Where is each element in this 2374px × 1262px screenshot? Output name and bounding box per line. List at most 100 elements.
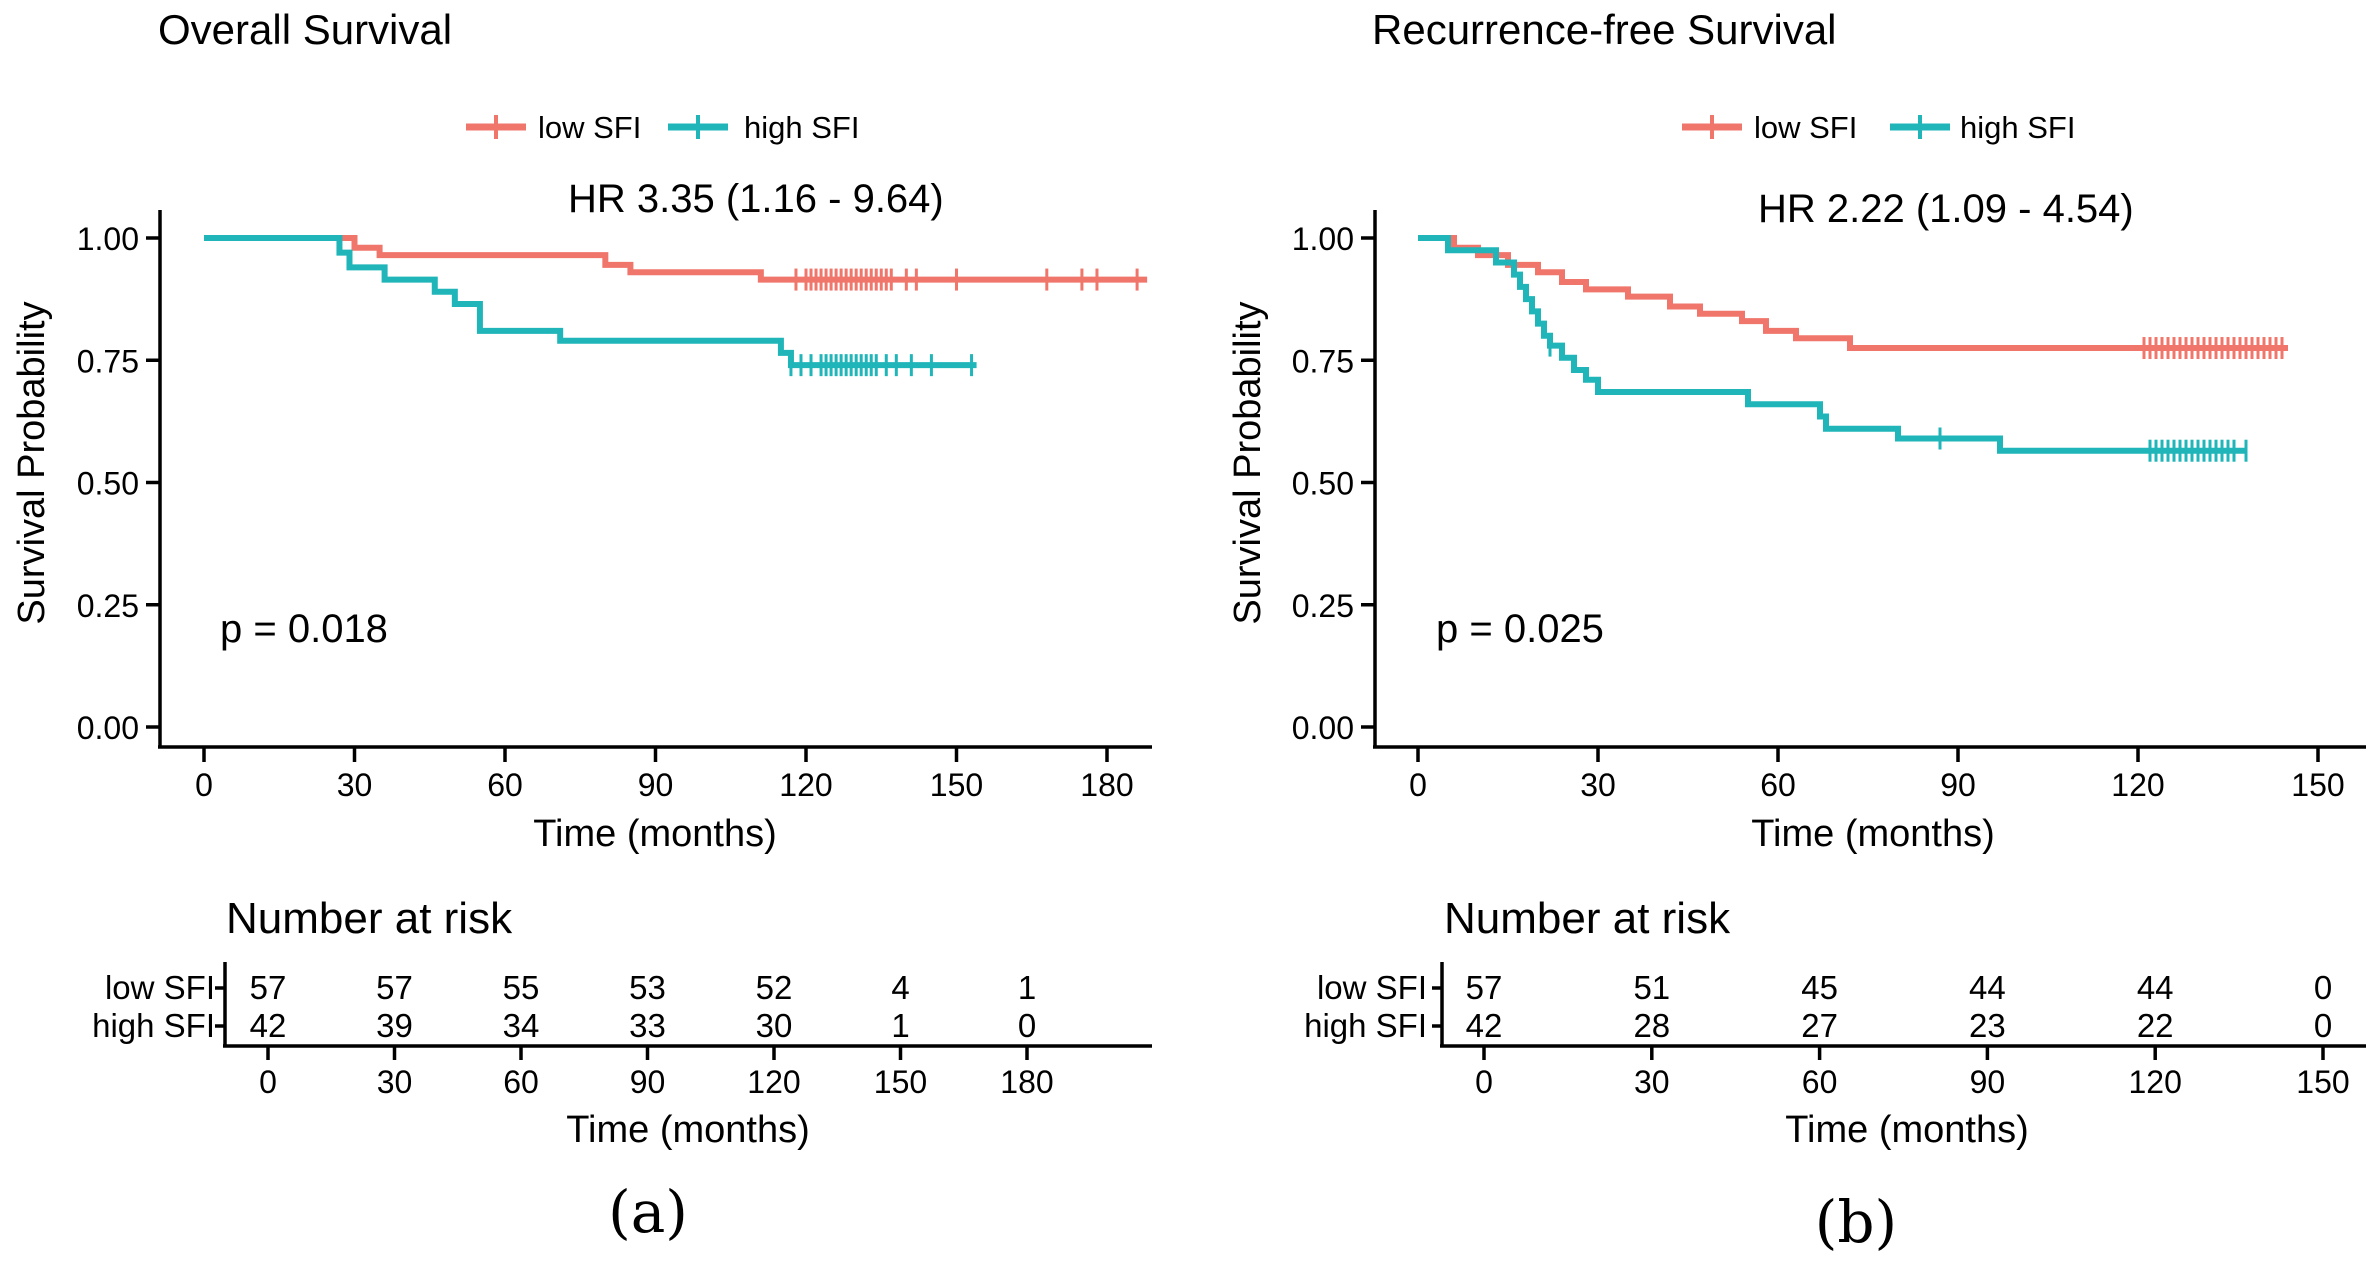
y-axis-label: Survival Probability — [11, 301, 53, 624]
risk-cell: 1 — [1018, 969, 1036, 1006]
risk-cell: 33 — [629, 1007, 666, 1044]
risk-cell: 44 — [2137, 969, 2174, 1006]
y-tick-label: 0.25 — [77, 588, 139, 624]
risk-cell: 27 — [1801, 1007, 1838, 1044]
plot-area: 0.00 0.25 0.50 0.75 1.00 0 30 60 90 120 150 — [1292, 210, 2366, 803]
risk-cell: 0 — [2314, 969, 2332, 1006]
risk-x-tick-label: 60 — [503, 1064, 539, 1100]
risk-cell: 0 — [2314, 1007, 2332, 1044]
legend-label-high: high SFI — [1960, 110, 2075, 145]
risk-x-tick-label: 90 — [630, 1064, 666, 1100]
legend: low SFI high SFI — [466, 110, 859, 145]
risk-cell: 28 — [1633, 1007, 1670, 1044]
panel-label: (a) — [608, 1178, 688, 1246]
risk-cell: 42 — [1466, 1007, 1503, 1044]
risk-cell: 51 — [1633, 969, 1670, 1006]
risk-x-tick-label: 30 — [377, 1064, 413, 1100]
y-axis-label: Survival Probability — [1227, 301, 1269, 624]
risk-cell: 53 — [629, 969, 666, 1006]
series-line-low-sfi — [1418, 235, 2288, 352]
plot-area: 0.00 0.25 0.50 0.75 1.00 0 30 60 90 120 150 180 — [77, 210, 1152, 803]
risk-cell: 1 — [891, 1007, 909, 1044]
risk-cell: 55 — [503, 969, 540, 1006]
x-ticks: 0 30 60 90 120 150 — [1409, 747, 2345, 803]
risk-table: Number at risk low SFI high SFI 57 51 45 44… — [1304, 894, 2366, 1151]
p-value-annotation: p = 0.018 — [220, 607, 388, 651]
y-tick-label: 1.00 — [1292, 221, 1354, 257]
legend-label-low: low SFI — [538, 110, 641, 145]
series-line-high-sfi — [204, 235, 977, 369]
risk-table-cells: 57 51 45 44 44 0 42 28 27 23 22 0 — [1432, 969, 2332, 1044]
x-tick-label: 120 — [2111, 767, 2164, 803]
risk-x-tick-label: 150 — [874, 1064, 927, 1100]
risk-x-tick-label: 150 — [2296, 1064, 2349, 1100]
risk-x-tick-label: 0 — [259, 1064, 277, 1100]
risk-table-title: Number at risk — [226, 894, 513, 943]
risk-x-tick-label: 90 — [1970, 1064, 2006, 1100]
panel-recurrence-free-survival: Recurrence-free Survival low SFI high SF… — [1227, 6, 2366, 1256]
risk-x-tick-label: 120 — [2129, 1064, 2182, 1100]
x-axis-label: Time (months) — [533, 813, 777, 855]
x-tick-label: 90 — [1940, 767, 1976, 803]
risk-cell: 45 — [1801, 969, 1838, 1006]
survival-curves — [204, 235, 1148, 377]
x-tick-label: 120 — [779, 767, 832, 803]
series-line-high-sfi — [1418, 235, 2246, 454]
y-tick-label: 0.50 — [77, 466, 139, 502]
legend-label-low: low SFI — [1754, 110, 1857, 145]
x-ticks: 0 30 60 90 120 150 180 — [195, 747, 1134, 803]
x-tick-label: 180 — [1080, 767, 1133, 803]
risk-cell: 30 — [756, 1007, 793, 1044]
risk-table: Number at risk low SFI high SFI 57 57 55 53… — [92, 894, 1152, 1151]
x-tick-label: 30 — [337, 767, 373, 803]
risk-table-cells: 57 57 55 53 52 4 142 39 34 33 30 1 0 — [215, 969, 1036, 1044]
x-tick-label: 150 — [2291, 767, 2344, 803]
x-tick-label: 0 — [1409, 767, 1427, 803]
risk-cell: 39 — [376, 1007, 413, 1044]
risk-table-x-label: Time (months) — [566, 1109, 810, 1151]
risk-row-label-low: low SFI — [1317, 969, 1427, 1006]
risk-cell: 57 — [376, 969, 413, 1006]
y-tick-label: 0.50 — [1292, 466, 1354, 502]
risk-cell: 57 — [1466, 969, 1503, 1006]
risk-cell: 4 — [891, 969, 909, 1006]
risk-cell: 42 — [250, 1007, 287, 1044]
risk-x-tick-label: 30 — [1634, 1064, 1670, 1100]
x-tick-label: 150 — [930, 767, 983, 803]
panel-label: (b) — [1815, 1188, 1897, 1256]
risk-table-title: Number at risk — [1444, 894, 1731, 943]
p-value-annotation: p = 0.025 — [1436, 607, 1604, 651]
y-tick-label: 0.25 — [1292, 588, 1354, 624]
risk-cell: 22 — [2137, 1007, 2174, 1044]
x-tick-label: 30 — [1580, 767, 1616, 803]
y-tick-label: 0.00 — [1292, 710, 1354, 746]
chart-title: Overall Survival — [158, 6, 452, 53]
risk-x-tick-label: 0 — [1475, 1064, 1493, 1100]
risk-x-tick-label: 60 — [1802, 1064, 1838, 1100]
risk-cell: 44 — [1969, 969, 2006, 1006]
x-axis-label: Time (months) — [1751, 813, 1995, 855]
survival-curves — [1418, 235, 2288, 462]
x-tick-label: 90 — [638, 767, 674, 803]
x-tick-label: 0 — [195, 767, 213, 803]
risk-cell: 57 — [250, 969, 287, 1006]
legend-label-high: high SFI — [744, 110, 859, 145]
risk-table-x-ticks: 0 30 60 90 120 150 — [1475, 1046, 2350, 1100]
risk-cell: 52 — [756, 969, 793, 1006]
y-tick-label: 0.75 — [77, 343, 139, 379]
panel-overall-survival: Overall Survival low SFI high SFI HR 3.3… — [11, 6, 1152, 1246]
y-ticks: 0.00 0.25 0.50 0.75 1.00 — [77, 221, 160, 746]
risk-x-tick-label: 180 — [1000, 1064, 1053, 1100]
x-tick-label: 60 — [1760, 767, 1796, 803]
risk-x-tick-label: 120 — [747, 1064, 800, 1100]
risk-row-label-high: high SFI — [92, 1007, 215, 1044]
risk-row-label-high: high SFI — [1304, 1007, 1427, 1044]
x-tick-label: 60 — [487, 767, 523, 803]
hazard-ratio-annotation: HR 3.35 (1.16 - 9.64) — [568, 177, 944, 221]
y-tick-label: 0.75 — [1292, 343, 1354, 379]
risk-cell: 0 — [1018, 1007, 1036, 1044]
y-ticks: 0.00 0.25 0.50 0.75 1.00 — [1292, 221, 1375, 746]
risk-cell: 23 — [1969, 1007, 2006, 1044]
y-tick-label: 0.00 — [77, 710, 139, 746]
